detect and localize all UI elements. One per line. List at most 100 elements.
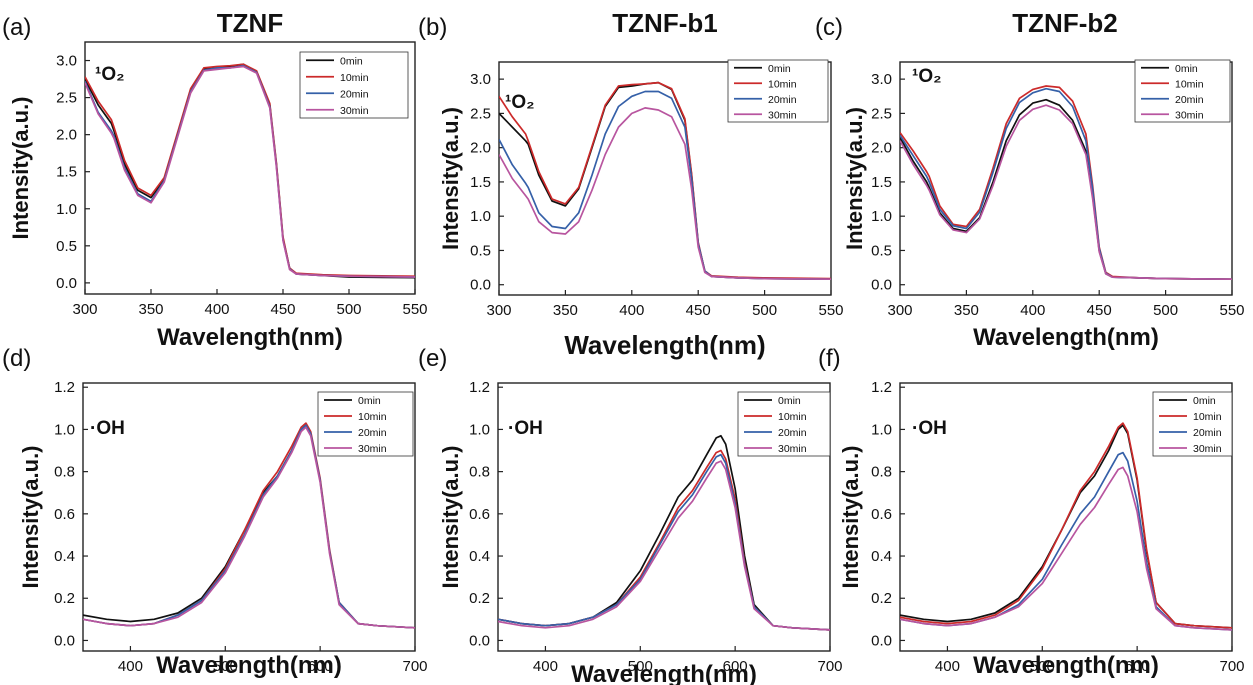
x-tick-label: 500 bbox=[1153, 302, 1178, 319]
y-tick-label: 1.5 bbox=[56, 164, 77, 181]
chart-panel: 300 350 400 450 500 550 0.0 0.5 1.0 1.5 2.0 2.5 3.0 W… bbox=[2, 8, 428, 351]
legend-box bbox=[1152, 391, 1233, 457]
x-tick-label: 500 bbox=[1030, 658, 1055, 675]
series-group bbox=[85, 63, 415, 279]
y-tick-label: 1.0 bbox=[470, 208, 491, 225]
legend-entry: 10min bbox=[1175, 78, 1204, 90]
legend-entry: 0min bbox=[1193, 395, 1216, 407]
plot-frame bbox=[498, 61, 832, 296]
panel-title: TZNF-b1 bbox=[612, 8, 717, 38]
x-axis-label: Wavelength(nm) bbox=[564, 330, 765, 360]
panel-letter: (d) bbox=[2, 345, 31, 372]
y-tick-label: 0.4 bbox=[871, 548, 892, 565]
x-tick-label: 450 bbox=[1087, 302, 1112, 319]
x-tick-label: 500 bbox=[213, 658, 238, 675]
y-tick-label: 1.5 bbox=[470, 174, 491, 191]
legend-entry: 20min bbox=[768, 94, 797, 106]
legend-entry: 10min bbox=[778, 411, 807, 423]
y-tick-label: 0.6 bbox=[469, 506, 490, 523]
x-tick-label: 300 bbox=[72, 301, 97, 318]
series-line bbox=[499, 107, 831, 281]
y-tick-label: 1.5 bbox=[871, 174, 892, 191]
y-tick-label: 1.2 bbox=[469, 379, 490, 396]
legend-entry: 10min bbox=[340, 72, 369, 84]
legend-entry: 30min bbox=[768, 109, 797, 121]
x-tick-label: 550 bbox=[402, 301, 427, 318]
legend-box bbox=[1134, 59, 1231, 123]
legend-entry: 30min bbox=[1193, 443, 1222, 455]
y-tick-label: 2.5 bbox=[871, 105, 892, 122]
x-tick-label: 600 bbox=[723, 658, 748, 675]
x-tick-label: 400 bbox=[935, 658, 960, 675]
plot-frame bbox=[497, 382, 831, 652]
legend-box bbox=[317, 391, 414, 457]
panel-letter: (c) bbox=[815, 14, 843, 41]
y-tick-label: 0.5 bbox=[470, 242, 491, 259]
y-tick-label: 0.0 bbox=[470, 277, 491, 294]
chart-panel: 400 500 600 700 0.0 0.2 0.4 0.6 0.8 1.0 1.2 Wavelen… bbox=[2, 345, 428, 679]
y-tick-label: 1.2 bbox=[871, 379, 892, 396]
series-line bbox=[900, 451, 1232, 631]
panel-letter: (f) bbox=[818, 345, 841, 372]
panel-letter: (e) bbox=[418, 345, 447, 372]
y-tick-label: 3.0 bbox=[871, 71, 892, 88]
legend: 0min 10min 20min 30min bbox=[1134, 59, 1231, 123]
y-tick-label: 3.0 bbox=[56, 53, 77, 70]
legend-entry: 0min bbox=[358, 395, 381, 407]
x-axis-label: Wavelength(nm) bbox=[973, 652, 1159, 679]
x-tick-label: 500 bbox=[752, 302, 777, 319]
legend: 0min 10min 20min 30min bbox=[737, 391, 831, 457]
y-tick-label: 0.0 bbox=[871, 277, 892, 294]
y-tick-label: 0.4 bbox=[469, 548, 490, 565]
x-tick-label: 450 bbox=[270, 301, 295, 318]
x-tick-label: 400 bbox=[204, 301, 229, 318]
legend-entry: 20min bbox=[1193, 427, 1222, 439]
legend-box bbox=[299, 51, 409, 119]
y-tick-label: 2.0 bbox=[470, 140, 491, 157]
y-tick-label: 0.2 bbox=[54, 590, 75, 607]
x-axis-label: Wavelength(nm) bbox=[973, 324, 1159, 351]
x-tick-label: 600 bbox=[1125, 658, 1150, 675]
y-tick-label: 0.0 bbox=[56, 275, 77, 292]
x-tick-label: 550 bbox=[818, 302, 843, 319]
x-tick-label: 300 bbox=[887, 302, 912, 319]
species-label: ·OH bbox=[508, 418, 543, 439]
y-tick-label: 0.8 bbox=[54, 464, 75, 481]
y-tick-label: 0.2 bbox=[871, 590, 892, 607]
y-tick-label: 0.0 bbox=[469, 632, 490, 649]
legend-entry: 0min bbox=[1175, 63, 1198, 75]
series-line bbox=[900, 104, 1232, 281]
y-axis-label: Intensity(a.u.) bbox=[18, 445, 43, 588]
series-group bbox=[499, 81, 831, 281]
y-tick-label: 0.2 bbox=[469, 590, 490, 607]
y-tick-label: 0.5 bbox=[871, 242, 892, 259]
y-tick-label: 0.6 bbox=[54, 506, 75, 523]
x-tick-label: 400 bbox=[533, 658, 558, 675]
x-tick-label: 700 bbox=[817, 658, 842, 675]
series-line bbox=[83, 426, 415, 629]
species-label: ¹O₂ bbox=[912, 66, 942, 87]
y-tick-label: 2.5 bbox=[56, 90, 77, 107]
x-tick-label: 700 bbox=[402, 658, 427, 675]
chart-panel: 400 500 600 700 0.0 0.2 0.4 0.6 0.8 1.0 1.2 Wavelen… bbox=[418, 345, 843, 685]
x-tick-label: 350 bbox=[138, 301, 163, 318]
legend-entry: 30min bbox=[358, 443, 387, 455]
y-tick-label: 1.0 bbox=[871, 421, 892, 438]
x-axis-label: Wavelength(nm) bbox=[157, 324, 343, 351]
legend-entry: 30min bbox=[340, 105, 369, 117]
y-axis-label: Intensity(a.u.) bbox=[842, 107, 867, 250]
legend-entry: 20min bbox=[358, 427, 387, 439]
y-tick-label: 1.0 bbox=[54, 421, 75, 438]
plot-frame bbox=[82, 382, 416, 652]
legend-entry: 10min bbox=[1193, 411, 1222, 423]
panel-letter: (b) bbox=[418, 14, 447, 41]
y-tick-label: 1.2 bbox=[54, 379, 75, 396]
species-label: ¹O₂ bbox=[505, 92, 535, 113]
species-label: ·OH bbox=[912, 418, 947, 439]
legend-entry: 0min bbox=[340, 55, 363, 67]
chart-panel: 300 350 400 450 500 550 0.0 0.5 1.0 1.5 2.0 2.5 3.0 W… bbox=[815, 8, 1245, 351]
panel-letter: (a) bbox=[2, 14, 31, 41]
legend-entry: 20min bbox=[778, 427, 807, 439]
x-tick-label: 600 bbox=[308, 658, 333, 675]
